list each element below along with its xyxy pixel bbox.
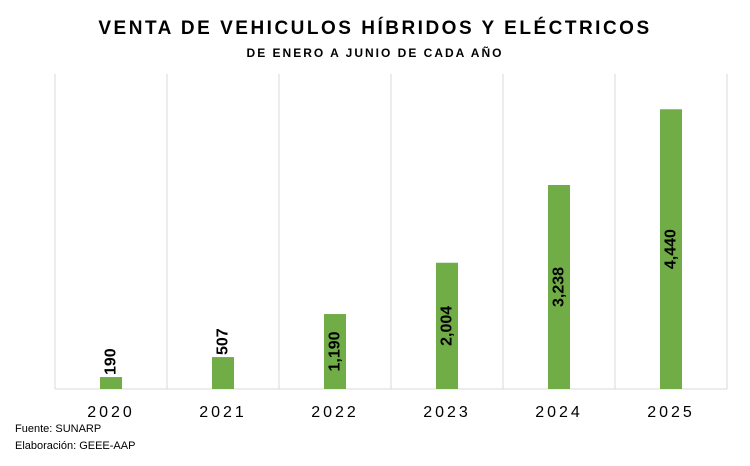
x-tick-label: 2022: [311, 404, 359, 421]
x-tick-label: 2023: [423, 404, 471, 421]
x-tick-label: 2020: [87, 404, 135, 421]
data-label: 3,238: [551, 267, 568, 307]
chart-subtitle: DE ENERO A JUNIO DE CADA AÑO: [246, 46, 504, 60]
data-label: 507: [215, 328, 232, 355]
source-note: Fuente: SUNARP: [15, 423, 102, 435]
x-tick-label: 2024: [535, 404, 583, 421]
bar-2024: [548, 185, 570, 389]
x-tick-label: 2021: [199, 404, 247, 421]
bar-2020: [100, 377, 122, 389]
bar-2021: [212, 357, 234, 389]
x-tick-label: 2025: [647, 404, 695, 421]
data-label: 2,004: [439, 306, 456, 346]
chart-title: VENTA DE VEHICULOS HÍBRIDOS Y ELÉCTRICOS: [98, 18, 652, 39]
bar-2022: [324, 314, 346, 389]
data-label: 4,440: [663, 229, 680, 269]
bar-2025: [660, 109, 682, 389]
bar-2023: [436, 262, 458, 389]
data-label: 190: [103, 348, 120, 375]
data-label: 1,190: [327, 331, 344, 371]
author-note: Elaboración: GEEE-AAP: [15, 440, 136, 452]
